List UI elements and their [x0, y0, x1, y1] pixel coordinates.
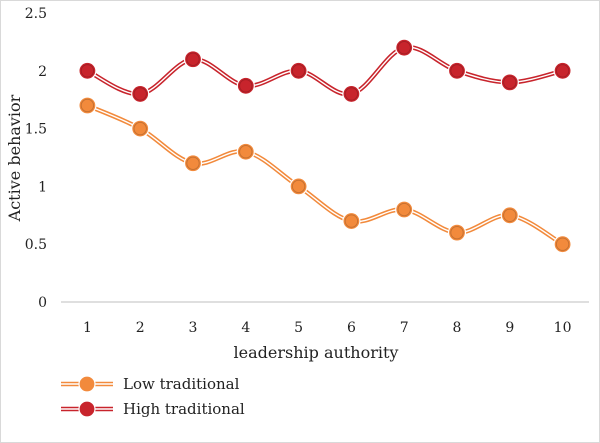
low-traditional-point-core [239, 145, 253, 159]
x-tick-label: 7 [400, 320, 409, 336]
x-tick-label: 5 [294, 320, 303, 336]
low-traditional-series-line [86, 103, 564, 247]
low-traditional-point-core [397, 202, 411, 217]
low-traditional-point-core [503, 208, 517, 223]
low-traditional-point-core [450, 225, 464, 240]
y-tick-label: 1 [38, 179, 47, 195]
y-tick-labels: 0 0.5 1 1.5 2 2.5 [25, 6, 47, 311]
y-tick-label: 1.5 [25, 122, 47, 138]
low-traditional-point-core [344, 214, 359, 228]
high-traditional-point-core [450, 64, 464, 78]
high-traditional-series-line-inner [87, 46, 563, 95]
high-traditional-point-core [344, 87, 359, 101]
high-traditional-legend-marker [78, 400, 96, 418]
series-lines [86, 45, 564, 247]
x-tick-label: 10 [554, 320, 572, 336]
high-traditional-series-line [86, 45, 564, 97]
legend: Low traditional High traditional [61, 375, 245, 418]
high-traditional-point-core [503, 75, 517, 90]
x-tick-label: 3 [189, 320, 198, 336]
high-traditional-point-core [397, 40, 411, 55]
high-traditional-point-core [291, 64, 306, 78]
x-tick-label: 8 [453, 320, 462, 336]
y-tick-label: 0.5 [25, 237, 47, 253]
high-traditional-point-core [80, 64, 95, 78]
high-traditional-point-core [239, 79, 253, 93]
low-traditional-point-core [555, 237, 570, 251]
y-axis-label: Active behavior [5, 94, 24, 222]
y-tick-label: 0 [38, 295, 47, 311]
x-tick-label: 9 [505, 320, 514, 336]
low-traditional-legend-label: Low traditional [123, 375, 240, 393]
x-tick-label: 1 [83, 320, 92, 336]
y-tick-label: 2 [38, 64, 47, 80]
x-axis-label: leadership authority [234, 343, 399, 362]
high-traditional-legend-label: High traditional [123, 400, 245, 418]
x-tick-label: 4 [241, 320, 250, 336]
x-tick-labels: 1 2 3 4 5 6 7 8 9 10 [83, 320, 572, 336]
y-tick-label: 2.5 [25, 6, 47, 22]
low-traditional-series-line-inner [87, 104, 563, 245]
low-traditional-point-core [80, 98, 95, 113]
x-tick-label: 6 [347, 320, 356, 336]
low-traditional-legend-marker [78, 375, 96, 393]
low-traditional-point-core [133, 121, 147, 136]
low-traditional-point-core [291, 179, 306, 194]
x-tick-label: 2 [136, 320, 145, 336]
high-traditional-point-core [186, 52, 200, 66]
high-traditional-point-core [555, 64, 570, 78]
low-traditional-point-core [186, 156, 200, 170]
high-traditional-point-core [133, 87, 147, 101]
series-points [78, 38, 572, 254]
